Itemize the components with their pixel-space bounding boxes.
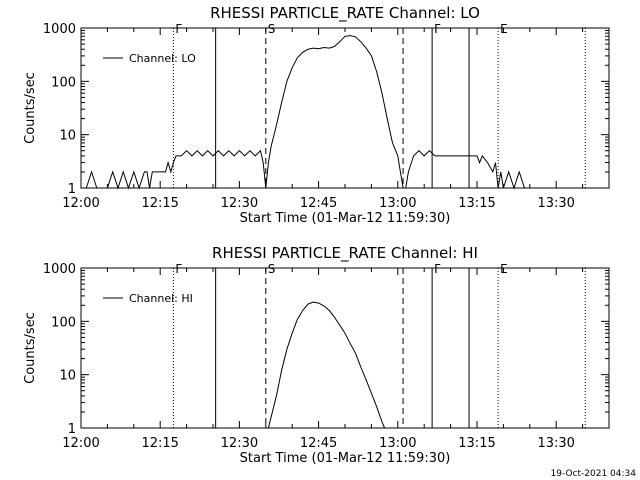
series-line-1 <box>85 35 530 190</box>
y-tick-label: 1000 <box>43 22 76 37</box>
x-tick-label: 13:30 <box>537 196 574 211</box>
event-marker-label: F <box>175 262 182 276</box>
chart-title: RHESSI PARTICLE_RATE Channel: LO <box>210 4 480 23</box>
event-marker-label: F <box>434 22 441 36</box>
x-tick-label: 13:30 <box>537 436 574 451</box>
event-marker-label: E <box>500 262 508 276</box>
series-line-1 <box>267 301 386 429</box>
chart-panel-2: RHESSI PARTICLE_RATE Channel: HI 12:00 12:… <box>23 244 610 466</box>
event-marker-label: F <box>175 22 182 36</box>
y-tick-label: 10 <box>59 129 76 144</box>
y-tick-label: 100 <box>51 75 76 90</box>
chart-panel-1: RHESSI PARTICLE_RATE Channel: LO 12:00 12:… <box>23 4 610 226</box>
x-tick-label: 12:45 <box>300 196 337 211</box>
timestamp-footer: 19-Oct-2021 04:34 <box>551 469 637 479</box>
x-tick-label: 13:15 <box>458 436 495 451</box>
x-tick-label: 12:00 <box>62 436 99 451</box>
x-tick-label: 13:15 <box>458 196 495 211</box>
y-axis-label: Counts/sec <box>23 72 38 144</box>
x-tick-label: 12:15 <box>141 196 178 211</box>
legend-label: Channel: LO <box>129 52 196 65</box>
x-tick-label: 12:00 <box>62 196 99 211</box>
y-tick-label: 10 <box>59 369 76 384</box>
y-axis-label: Counts/sec <box>23 312 38 384</box>
x-tick-label: 12:45 <box>300 436 337 451</box>
x-axis-label: Start Time (01-Mar-12 11:59:30) <box>240 451 451 466</box>
x-axis-label: Start Time (01-Mar-12 11:59:30) <box>240 211 451 226</box>
y-tick-label: 1000 <box>43 262 76 277</box>
x-tick-label: 12:15 <box>141 436 178 451</box>
chart-title: RHESSI PARTICLE_RATE Channel: HI <box>212 244 478 263</box>
event-marker-label: F <box>434 262 441 276</box>
x-tick-label: 12:30 <box>221 436 258 451</box>
y-tick-label: 100 <box>51 315 76 330</box>
event-marker-label: S <box>268 22 276 36</box>
x-tick-label: 13:00 <box>379 196 416 211</box>
y-tick-label: 1 <box>68 182 76 197</box>
event-marker-label: S <box>268 262 276 276</box>
x-tick-label: 12:30 <box>221 196 258 211</box>
y-tick-label: 1 <box>68 422 76 437</box>
legend-label: Channel: HI <box>129 292 193 305</box>
event-marker-label: E <box>500 22 508 36</box>
x-tick-label: 13:00 <box>379 436 416 451</box>
